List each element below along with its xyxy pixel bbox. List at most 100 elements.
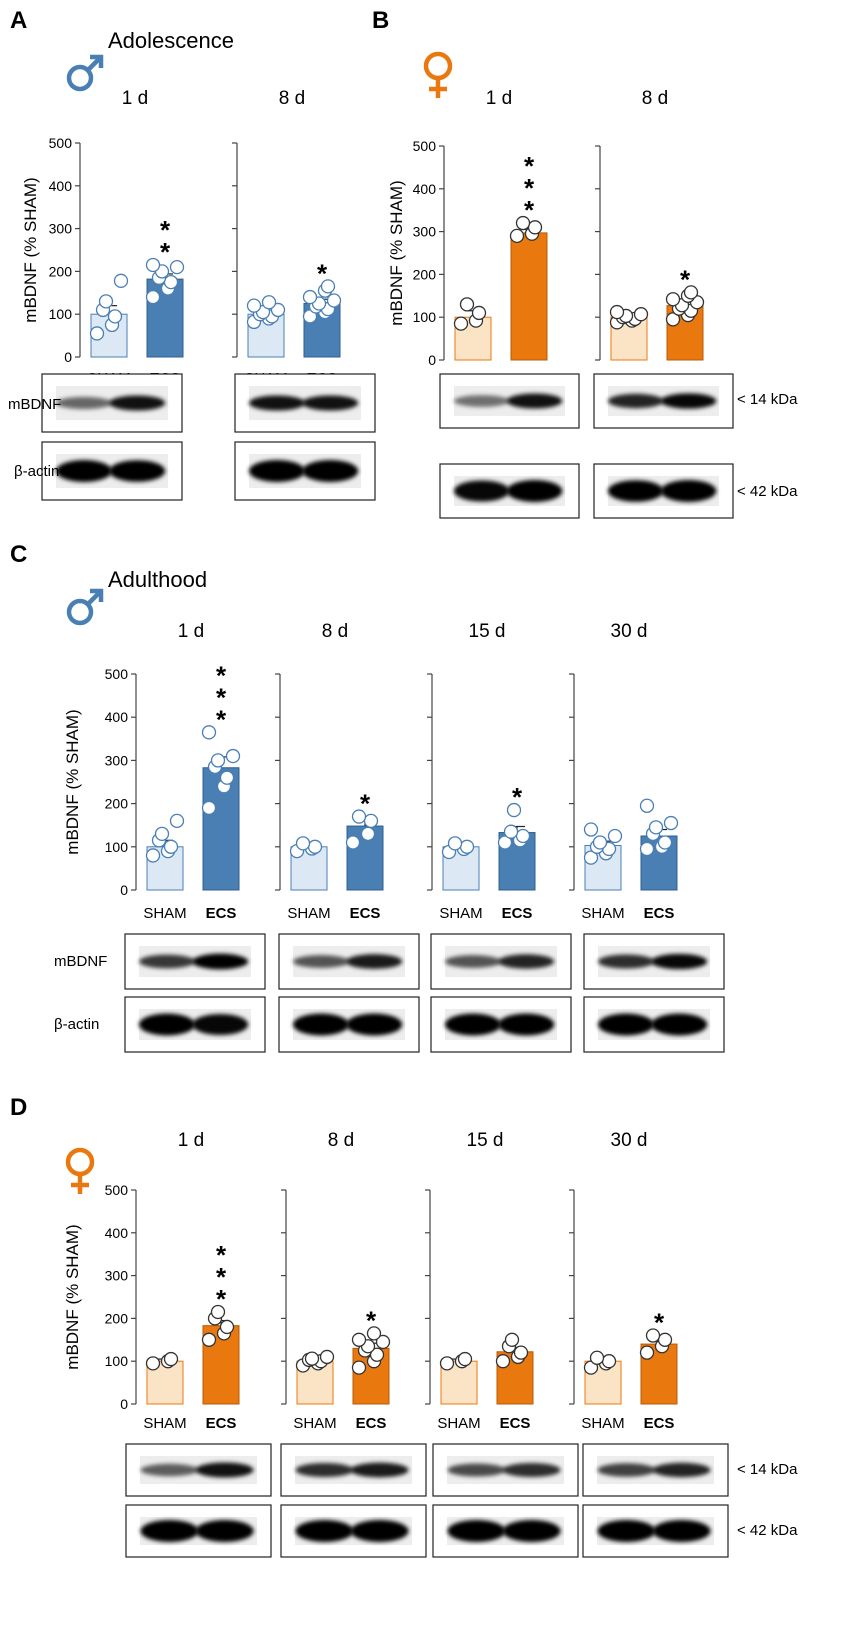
data-point	[210, 753, 226, 768]
data-point	[113, 273, 129, 288]
data-point	[163, 1351, 179, 1367]
y-tick-label: 500	[105, 666, 129, 682]
asterisk: *	[680, 264, 691, 294]
chart-D-8d: 8 d SHAM ECS *	[281, 1130, 391, 1432]
y-tick-label: 200	[105, 1310, 129, 1326]
y-tick-label: 500	[49, 135, 73, 151]
blot-band	[447, 1520, 506, 1542]
blot-band	[598, 1013, 654, 1036]
timepoint-label: 1 d	[178, 1130, 204, 1151]
western-blot-actin	[432, 1504, 579, 1558]
western-blot-mbdnf	[593, 373, 734, 429]
western-blot-mbdnf	[278, 933, 420, 990]
data-point	[98, 294, 114, 309]
category-label: ECS	[644, 1415, 675, 1432]
data-point	[145, 848, 161, 863]
data-point	[495, 1354, 511, 1369]
category-label: SHAM	[143, 1415, 186, 1432]
blot-band	[56, 460, 112, 482]
data-point	[169, 813, 185, 829]
data-point	[639, 798, 655, 813]
timepoint-label: 8 d	[642, 88, 668, 109]
y-tick-label: 300	[105, 1268, 129, 1284]
blot-band	[502, 1520, 561, 1542]
western-blot-actin	[124, 996, 266, 1053]
asterisk: *	[524, 195, 535, 225]
data-point	[497, 835, 513, 850]
panel-letter: A	[10, 7, 27, 34]
western-blot-actin	[280, 1504, 427, 1558]
y-tick-label: 100	[413, 309, 437, 325]
data-point	[360, 826, 376, 841]
data-point	[169, 259, 185, 275]
asterisk: *	[216, 682, 227, 712]
data-point	[509, 228, 525, 244]
western-blot-mbdnf	[583, 933, 725, 990]
data-point	[366, 1326, 382, 1341]
y-tick-label: 400	[105, 1225, 129, 1241]
blot-band	[195, 1520, 254, 1542]
category-label: SHAM	[143, 905, 186, 922]
data-point	[683, 285, 699, 300]
data-point	[145, 257, 161, 273]
western-blot-actin	[234, 441, 376, 501]
data-point	[154, 826, 170, 841]
significance-label: *	[360, 789, 371, 819]
data-point	[304, 1351, 320, 1366]
y-tick-label: 300	[413, 224, 437, 240]
blot-band	[195, 1462, 254, 1478]
blot-band	[651, 953, 708, 970]
data-point	[351, 1360, 367, 1375]
blot-band	[652, 1520, 711, 1542]
western-blot-actin	[430, 996, 572, 1053]
blot-band	[498, 1013, 555, 1036]
blot-row-label: β-actin	[14, 463, 59, 480]
blot-band	[139, 954, 195, 969]
significance-label: *	[654, 1308, 665, 1338]
blot-band	[350, 1520, 409, 1542]
data-point	[145, 289, 161, 305]
blot-band	[498, 954, 555, 969]
chart-D-30d: 30 d SHAM ECS *	[569, 1130, 678, 1432]
blot-band	[506, 480, 563, 502]
molecular-weight-label: < 42 kDa	[737, 483, 798, 500]
asterisk: *	[524, 151, 535, 181]
data-point	[504, 1332, 520, 1347]
blot-row-label: β-actin	[54, 1016, 99, 1033]
category-label: ECS	[502, 905, 533, 922]
data-point	[633, 307, 649, 322]
panel-letter: B	[372, 7, 389, 34]
category-label: SHAM	[287, 905, 330, 922]
category-label: SHAM	[293, 1415, 336, 1432]
chart-C-8d: 8 d SHAM ECS *	[275, 621, 384, 922]
asterisk: *	[160, 215, 171, 245]
data-point	[261, 295, 277, 310]
category-label: ECS	[206, 1415, 237, 1432]
data-point	[639, 1345, 655, 1360]
y-tick-label: 300	[49, 221, 73, 237]
chart-C-1d: 0 100 200 300 400 500 mBDNF (% SHAM) 1 d SHAM ECS…	[63, 621, 241, 922]
western-blot-mbdnf	[125, 1443, 272, 1497]
blot-band	[346, 954, 403, 969]
significance-label: ***	[524, 151, 535, 225]
data-point	[459, 297, 475, 312]
blot-band	[293, 955, 349, 968]
timepoint-label: 8 d	[328, 1130, 354, 1151]
panel-letter: D	[10, 1094, 27, 1121]
chart-C-30d: 30 d SHAM ECS	[569, 621, 679, 922]
female-symbol-icon	[423, 51, 453, 98]
data-point	[163, 274, 179, 290]
molecular-weight-label: < 14 kDa	[737, 1461, 798, 1478]
western-blot-mbdnf	[280, 1443, 427, 1497]
blot-band	[607, 393, 664, 409]
blot-band	[453, 395, 510, 407]
western-blot-actin	[41, 441, 183, 501]
data-point	[515, 828, 531, 844]
western-blot-mbdnf	[439, 373, 580, 429]
blot-band	[651, 1013, 708, 1036]
blot-band	[249, 395, 305, 411]
blot-band	[506, 393, 563, 409]
data-point	[219, 1319, 235, 1335]
